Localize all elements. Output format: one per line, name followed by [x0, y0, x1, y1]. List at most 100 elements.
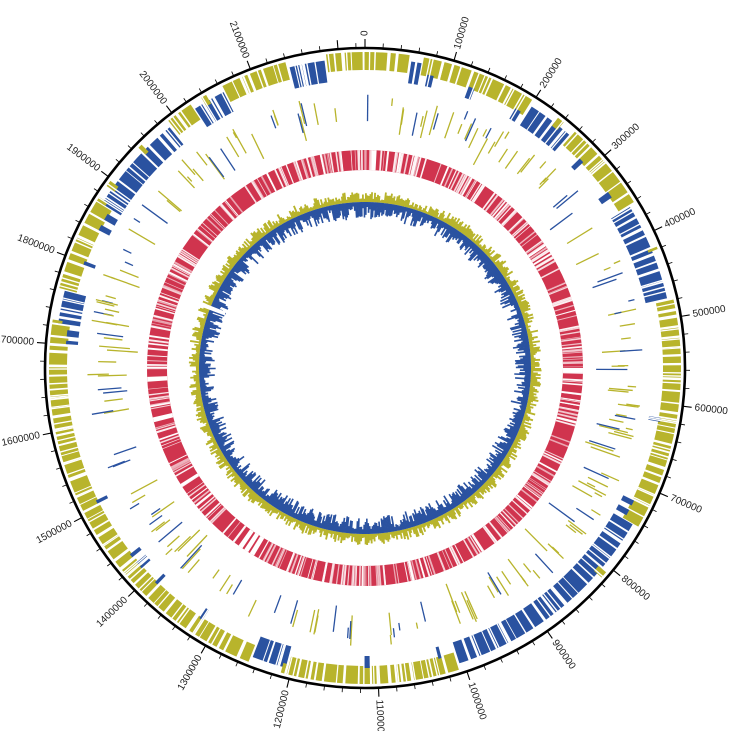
gc-bar-olive — [517, 299, 527, 305]
gc-bar-olive — [421, 523, 427, 533]
strand-gap — [622, 491, 652, 507]
strand-feature — [648, 455, 668, 467]
strand-gap — [398, 651, 404, 684]
tick-label: 300000 — [610, 121, 643, 152]
strand-feature — [195, 104, 214, 128]
gc-bar-olive — [521, 312, 528, 316]
sparse-feature-mark — [567, 520, 587, 535]
gc-bar-olive — [389, 193, 393, 205]
strand-gap — [304, 55, 312, 88]
gc-bar-olive — [462, 224, 471, 235]
minor-tick — [601, 583, 606, 588]
sparse-feature-mark — [186, 534, 208, 557]
red-ring-gap — [562, 362, 583, 365]
gc-bar-olive — [473, 492, 480, 499]
sparse-feature-mark — [451, 600, 461, 624]
strand-feature — [435, 646, 442, 659]
minor-tick — [665, 475, 671, 479]
sparse-feature-mark — [181, 159, 196, 176]
strand-gap — [426, 57, 435, 89]
red-ring-gap — [376, 565, 380, 586]
red-ring-gap — [329, 563, 335, 584]
sparse-feature-mark — [539, 161, 547, 169]
minor-tick — [265, 58, 268, 64]
strand-feature — [289, 66, 300, 89]
gc-bar-olive — [513, 289, 524, 296]
minor-tick — [218, 653, 222, 659]
strand-feature — [389, 53, 396, 72]
red-ring-gap — [534, 256, 554, 268]
gc-bar-olive — [218, 460, 229, 468]
gc-bar-olive — [210, 294, 216, 298]
red-ring-gap — [188, 484, 206, 498]
gc-bar-olive — [208, 284, 219, 292]
gc-bar-olive — [392, 196, 396, 205]
gc-bar-olive — [357, 193, 360, 203]
sparse-feature-mark — [614, 311, 622, 315]
gc-bar-olive — [496, 467, 503, 474]
strand-gap — [600, 528, 628, 549]
gc-bar-olive — [440, 515, 444, 521]
gc-bar-olive — [286, 515, 290, 520]
sparse-feature-mark — [346, 627, 349, 639]
sparse-feature-mark — [392, 628, 396, 638]
red-ring-gap — [156, 302, 177, 311]
gc-bar-olive — [515, 436, 521, 441]
strand-gap — [641, 288, 674, 298]
gc-bar-olive — [400, 199, 405, 207]
strand-gap — [66, 467, 98, 480]
tick-label: 700000 — [668, 493, 703, 516]
gc-bar-olive — [506, 453, 516, 461]
gc-bar-olive — [524, 410, 536, 416]
strand-feature — [660, 402, 679, 413]
red-ring-gap — [266, 172, 277, 192]
minor-tick — [487, 67, 491, 73]
gc-bar-olive — [525, 325, 531, 329]
red-ring-gap — [352, 565, 355, 586]
gc-bar-olive — [530, 357, 536, 360]
red-ring-gap — [290, 553, 299, 574]
red-ring-gap — [300, 557, 307, 577]
strand-feature — [50, 336, 69, 345]
red-ring-gap — [544, 450, 564, 460]
red-ring-gap — [278, 167, 288, 187]
gc-bar-olive — [471, 233, 479, 242]
gc-bar-olive — [519, 427, 528, 433]
strand-feature — [66, 330, 80, 338]
sparse-feature-mark — [619, 349, 643, 352]
gc-bar-olive — [194, 343, 201, 347]
strand-feature — [176, 607, 197, 629]
gc-bar-olive — [285, 218, 289, 222]
gc-bar-olive — [196, 336, 202, 340]
gc-bar-olive — [427, 206, 433, 215]
major-tick — [659, 492, 669, 498]
gc-bar-olive — [481, 485, 486, 491]
gc-bar-olive — [227, 464, 231, 467]
gc-bar-olive — [411, 526, 416, 535]
gc-bar-olive — [467, 231, 474, 239]
gc-bar-olive — [256, 228, 265, 238]
gc-bar-olive — [235, 254, 241, 260]
gc-bar-olive — [479, 245, 483, 249]
gc-bar-olive — [201, 425, 211, 431]
gc-bar-olive — [434, 517, 442, 529]
red-ring-gap — [222, 517, 237, 534]
sparse-feature-mark — [165, 548, 173, 556]
gc-bar-olive — [294, 518, 298, 523]
red-ring-gap — [274, 548, 284, 567]
red-ring-gap — [149, 395, 170, 400]
gc-bar-olive — [274, 508, 279, 514]
gc-bar-olive — [199, 424, 210, 430]
strand-feature — [641, 282, 665, 293]
red-ring-gap — [214, 209, 229, 225]
red-ring-gap — [558, 406, 579, 413]
strand-feature — [661, 390, 681, 403]
minor-tick — [42, 324, 48, 326]
gc-bar-olive — [266, 505, 274, 514]
strand-gap — [97, 194, 126, 213]
gc-bar-olive — [224, 271, 229, 276]
minor-tick — [531, 640, 536, 646]
strand-gap — [291, 646, 301, 678]
sparse-feature-mark — [158, 521, 183, 543]
major-tick — [246, 60, 251, 70]
